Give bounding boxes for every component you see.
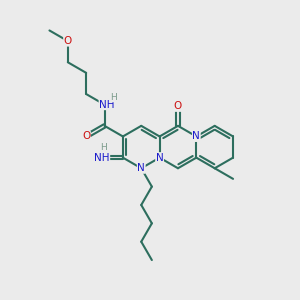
Text: NH: NH	[94, 153, 110, 163]
Text: H: H	[100, 142, 107, 152]
Text: N: N	[137, 163, 145, 173]
Text: N: N	[156, 153, 164, 163]
Text: O: O	[82, 131, 90, 142]
Text: N: N	[193, 131, 200, 142]
Text: NH: NH	[99, 100, 115, 110]
Text: O: O	[174, 101, 182, 111]
Text: H: H	[110, 93, 116, 102]
Text: O: O	[64, 36, 72, 46]
